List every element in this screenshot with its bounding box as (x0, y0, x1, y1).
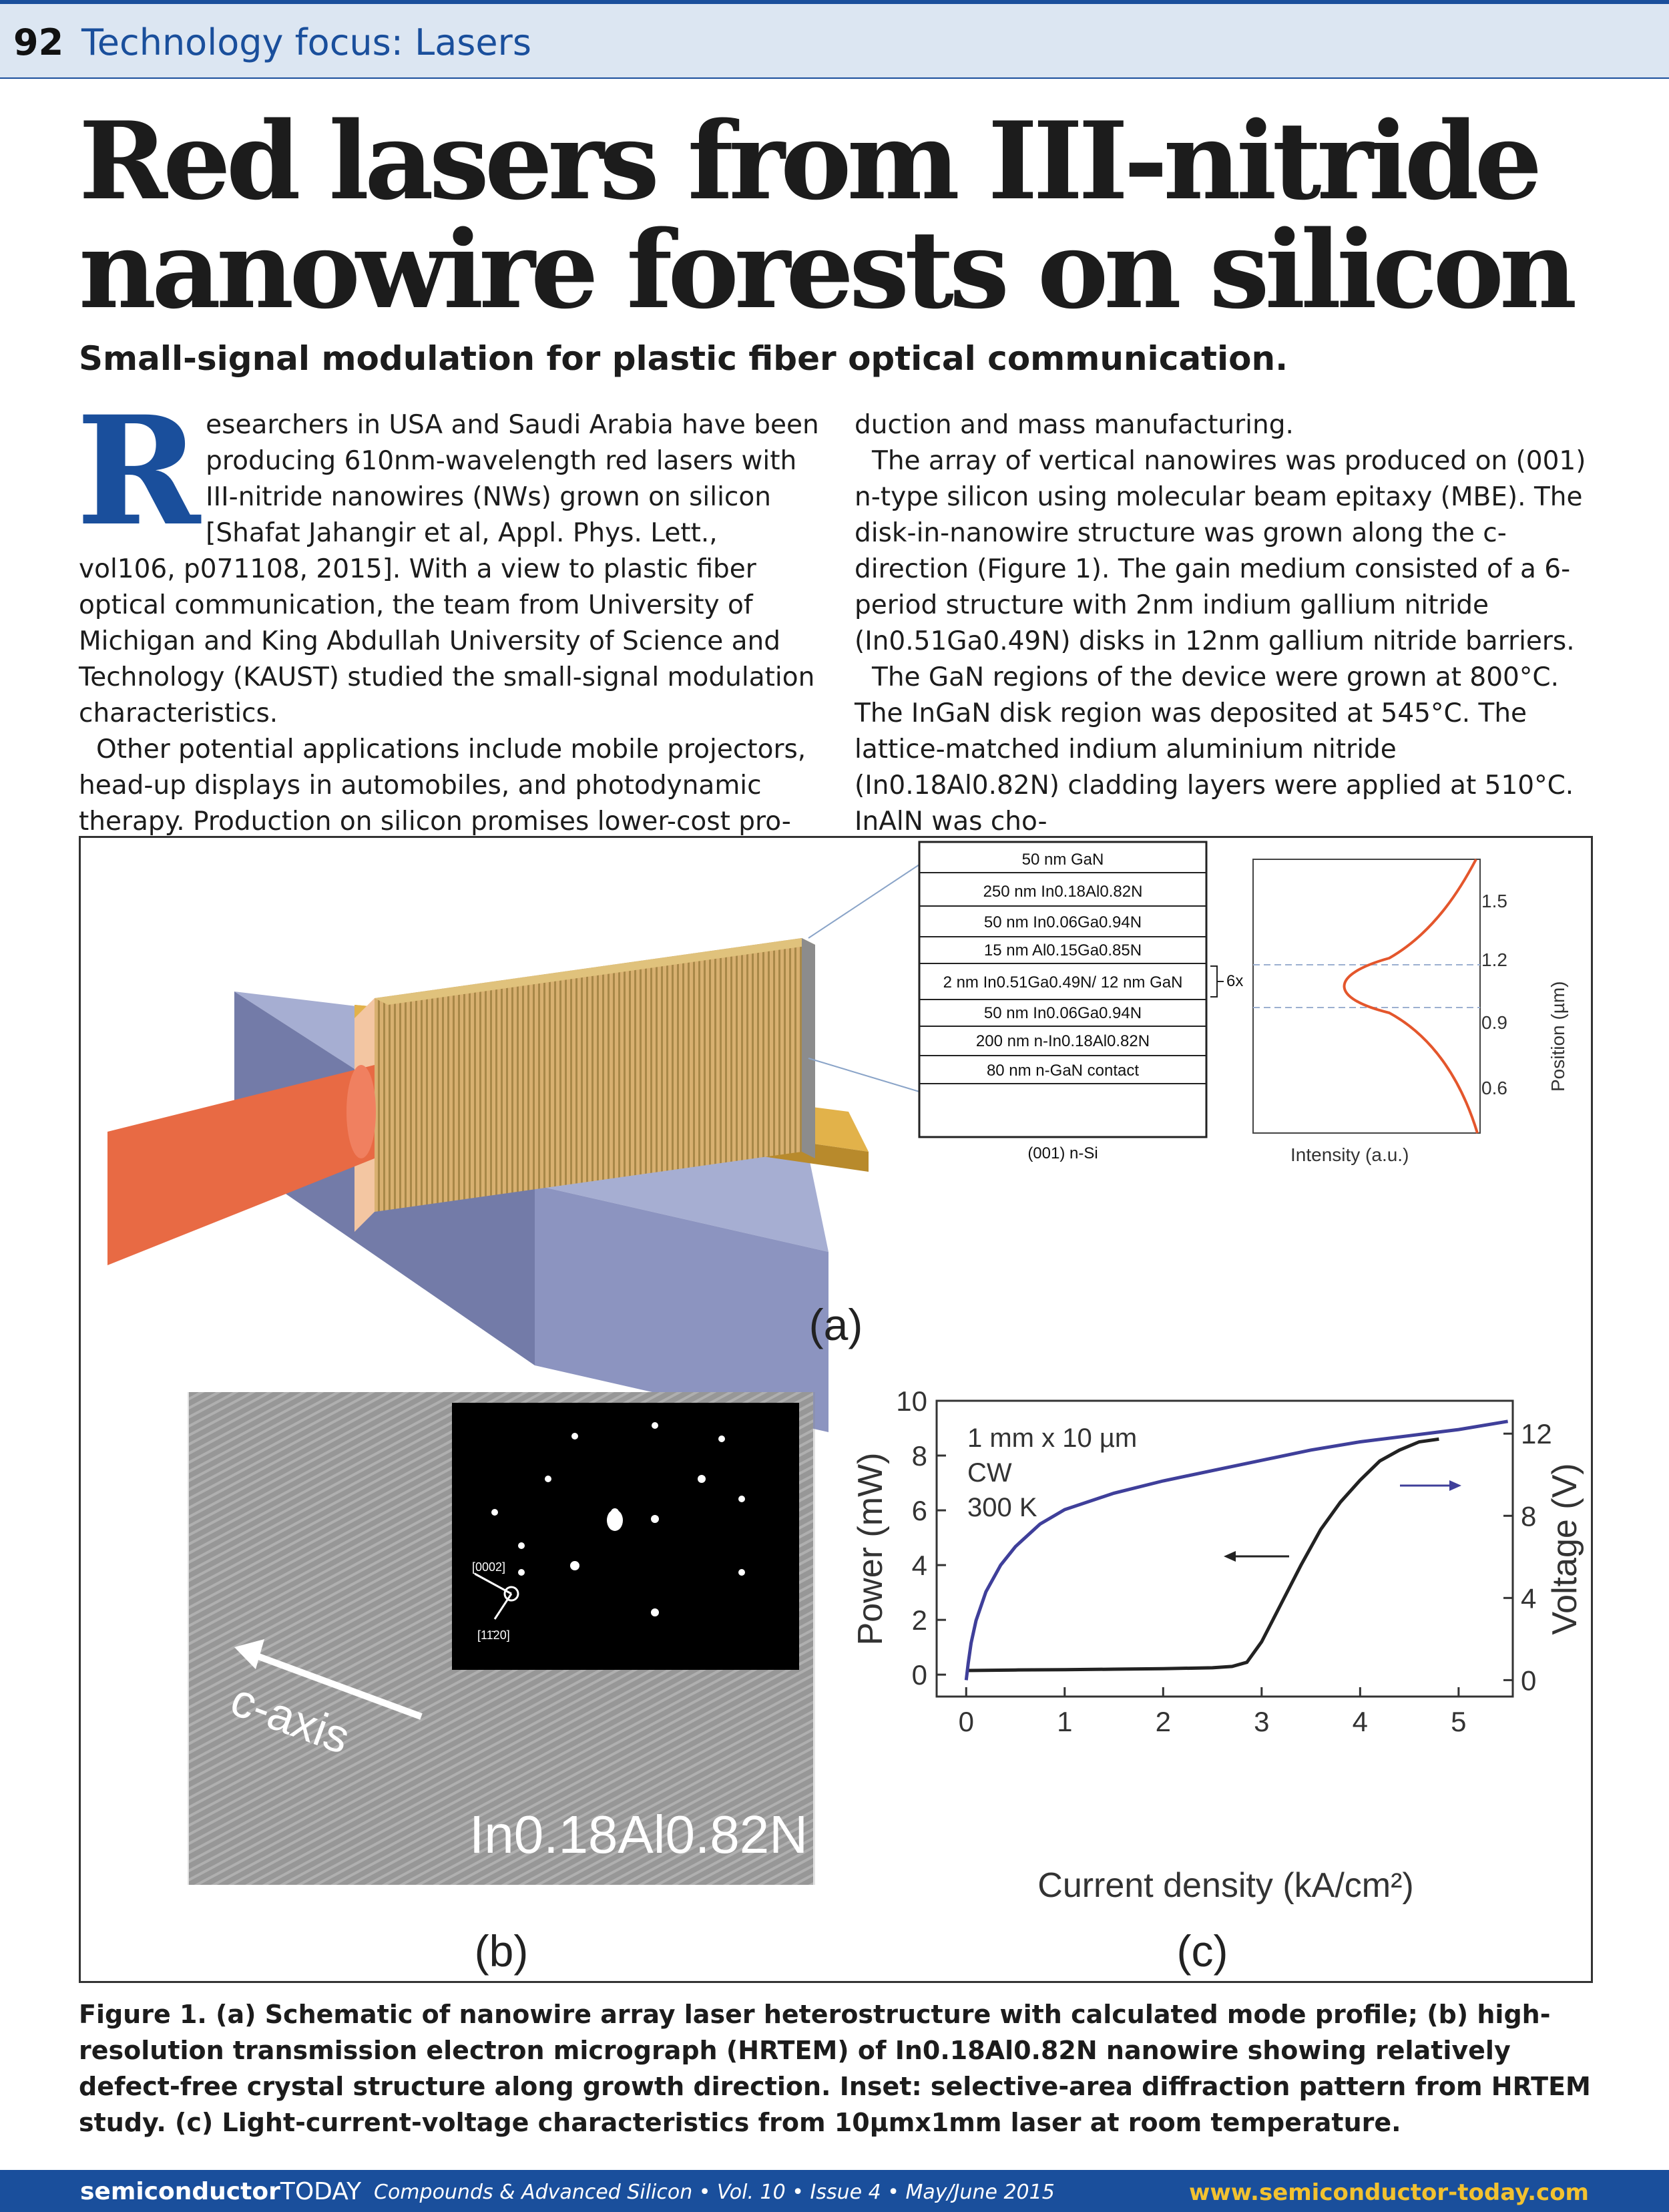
issue-info: Compounds & Advanced Silicon • Vol. 10 •… (374, 2181, 1055, 2204)
nanowire-array (375, 938, 802, 1212)
figure-caption: Figure 1. (a) Schematic of nanowire arra… (79, 2000, 1591, 2137)
figure-1: 50 nm GaN 250 nm In0.18Al0.82N 50 nm In0… (79, 836, 1593, 1983)
chart-series (964, 1419, 1509, 1681)
layer-label: 80 nm n-GaN contact (987, 1062, 1139, 1080)
paragraph: duction and mass manufacturing. (855, 410, 1294, 440)
brand: semiconductorTODAY (80, 2178, 361, 2205)
text-column-2: duction and mass manufacturing. The arra… (855, 407, 1596, 840)
page-footer: semiconductorTODAY Compounds & Advanced … (0, 2170, 1669, 2212)
material-label: In0.18Al0.82N (469, 1805, 808, 1864)
x-tick-label: 4 (1353, 1706, 1368, 1737)
page-header: 92 Technology focus: Lasers (0, 4, 1669, 79)
layer-callout-lines (808, 864, 920, 1092)
layer-label: 50 nm GaN (1022, 851, 1104, 869)
tick-label: 1.5 (1481, 891, 1507, 911)
website-link[interactable]: www.semiconductor-today.com (1188, 2179, 1589, 2206)
tick-label: 0.6 (1481, 1078, 1507, 1098)
diffraction-inset (452, 1403, 799, 1670)
inset-label: [0002] (472, 1560, 505, 1574)
top-rule (0, 0, 1669, 4)
article-title: Red lasers from III-nitride nanowire for… (79, 98, 1614, 333)
y-tick-label: 8 (912, 1440, 927, 1472)
y2-tick-label: 12 (1521, 1418, 1552, 1450)
y-tick-label: 0 (912, 1659, 927, 1691)
laser-beam (107, 1065, 375, 1265)
panel-label-b: (b) (475, 1926, 529, 1976)
tick-label: 1.2 (1481, 949, 1507, 970)
x-tick-label: 2 (1156, 1706, 1171, 1737)
mode-profile: 1.5 1.2 0.9 0.6 Intensity (a.u.) Positio… (1252, 859, 1568, 1165)
layer-label: 50 nm In0.06Ga0.94N (984, 913, 1142, 931)
brand-bold: semiconductor (80, 2178, 280, 2205)
y-tick-label: 10 (896, 1385, 927, 1417)
paragraph-text: esearchers in USA and Saudi Arabia have … (79, 410, 819, 728)
chart-annotation: 300 K (967, 1493, 1037, 1522)
period-bracket (1210, 965, 1224, 998)
layer-label: 2 nm In0.51Ga0.49N/ 12 nm GaN (943, 973, 1183, 991)
y2-axis-label: Voltage (V) (1545, 1463, 1584, 1634)
diffraction-spots (491, 1422, 745, 1616)
chart-annotation: 1 mm x 10 µm (967, 1423, 1137, 1453)
y-axis-label: Position (µm) (1547, 981, 1568, 1092)
voltage-series-line (964, 1419, 1509, 1681)
x-tick-label: 0 (959, 1706, 974, 1737)
x-tick-label: 5 (1451, 1706, 1466, 1737)
y2-tick-label: 4 (1521, 1582, 1536, 1614)
plot-frame (935, 1399, 1514, 1698)
y-tick-label: 6 (912, 1495, 927, 1526)
layer-label: 50 nm In0.06Ga0.94N (984, 1004, 1142, 1022)
x-tick-label: 3 (1254, 1706, 1269, 1737)
panel-label-c: (c) (1177, 1926, 1228, 1976)
paragraph: The GaN regions of the device were grown… (855, 662, 1574, 837)
panel-label-a: (a) (809, 1300, 863, 1349)
mode-curve (1343, 859, 1479, 1134)
period-label: 6x (1226, 972, 1243, 990)
tick-label: 0.9 (1481, 1012, 1507, 1033)
x-tick-label: 1 (1057, 1706, 1072, 1737)
layer-label: (001) n-Si (1027, 1144, 1098, 1162)
paragraph: The array of vertical nanowires was prod… (855, 446, 1586, 656)
y-axis-label: Power (mW) (851, 1453, 890, 1646)
section-title: Technology focus: Lasers (81, 21, 531, 63)
y2-tick-label: 8 (1521, 1500, 1536, 1532)
layer-label: 200 nm n-In0.18Al0.82N (976, 1032, 1150, 1050)
y2-tick-label: 0 (1521, 1665, 1536, 1696)
y-tick-label: 2 (912, 1604, 927, 1636)
brand-light: TODAY (280, 2178, 362, 2205)
title-line-1: Red lasers from III-nitride (79, 98, 1542, 224)
substrate-front (535, 1185, 828, 1432)
x-axis-label: Current density (kA/cm²) (1037, 1866, 1413, 1905)
article-subtitle: Small-signal modulation for plastic fibe… (79, 339, 1288, 378)
y-tick-label: 4 (912, 1550, 927, 1581)
figure-graphics: 50 nm GaN 250 nm In0.18Al0.82N 50 nm In0… (107, 841, 1584, 1976)
x-axis-label: Intensity (a.u.) (1290, 1144, 1409, 1165)
layer-stack: 50 nm GaN 250 nm In0.18Al0.82N 50 nm In0… (918, 841, 1243, 1162)
chart-annotation: CW (967, 1458, 1012, 1488)
c-axis-arrow (246, 1649, 423, 1720)
layer-label: 250 nm In0.18Al0.82N (983, 883, 1143, 901)
paragraph: Other potential applications include mob… (79, 734, 806, 837)
inset-label: [11̄20] (477, 1628, 510, 1642)
hrtem-image: [0002] [11̄20] c-axis In0.18Al0.82N (188, 1392, 815, 1885)
layer-label: 15 nm Al0.15Ga0.85N (984, 941, 1142, 959)
device-schematic (107, 938, 869, 1459)
title-line-2: nanowire forests on silicon (79, 207, 1577, 333)
power-series-line (966, 1437, 1439, 1673)
page-number: 92 (13, 21, 64, 63)
drop-cap: R (76, 383, 201, 559)
